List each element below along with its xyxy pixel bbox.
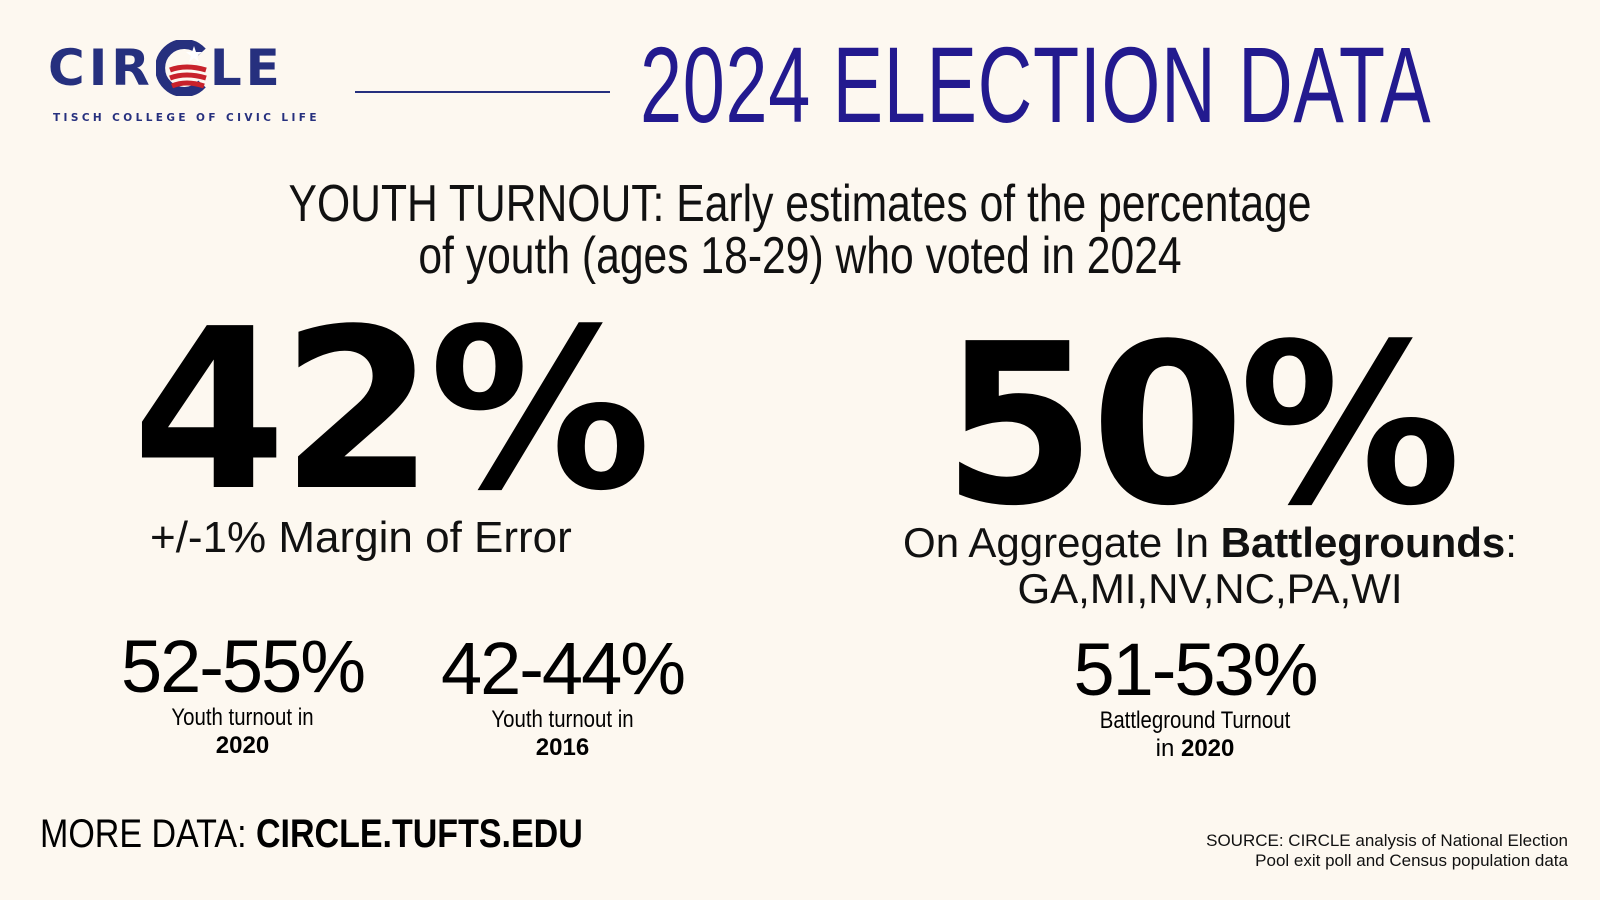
stat-bg-2020-year: 2020	[1180, 735, 1235, 762]
stat-bg-2020-in: in	[1155, 735, 1181, 762]
stat-2020: 52-55% Youth turnout in 2020	[100, 630, 385, 760]
battleground-caption-line: On Aggregate In Battlegrounds:	[860, 520, 1560, 566]
source-note: SOURCE: CIRCLE analysis of National Elec…	[1088, 831, 1568, 871]
more-data-prefix: MORE DATA:	[40, 812, 256, 856]
subtitle-line-1: YOUTH TURNOUT: Early estimates of the pe…	[288, 175, 1312, 233]
national-turnout-value: 42%	[132, 282, 651, 540]
logo-tagline: TISCH COLLEGE OF CIVIC LIFE	[53, 112, 320, 124]
stat-bg-2020-value: 51-53%	[1073, 628, 1318, 711]
battleground-caption: On Aggregate In Battlegrounds: GA,MI,NV,…	[860, 520, 1560, 612]
stat-2020-year: 2020	[215, 732, 270, 759]
battleground-bold: Battlegrounds	[1220, 519, 1506, 566]
source-line-2: Pool exit poll and Census population dat…	[1255, 851, 1568, 870]
subtitle-line-2: of youth (ages 18-29) who voted in 2024	[418, 227, 1182, 285]
battleground-suffix: :	[1505, 519, 1517, 566]
logo-wordmark: CIR LE	[48, 38, 318, 98]
stat-2016-label: Youth turnout in 2016	[420, 706, 705, 762]
logo-text-left: CIR	[48, 39, 154, 97]
stat-2016: 42-44% Youth turnout in 2016	[420, 632, 705, 762]
circle-logo: CIR LE TISCH COLLEGE OF CIVIC LIFE	[48, 38, 318, 138]
battleground-turnout-value: 50%	[942, 297, 1461, 555]
flag-c-icon	[155, 40, 207, 96]
battleground-prefix: On Aggregate In	[903, 519, 1221, 566]
stat-2016-value: 42-44%	[440, 627, 686, 710]
title-divider	[355, 91, 610, 93]
stat-bg-2020-label-text: Battleground Turnout	[1099, 707, 1291, 734]
stat-2020-label-text: Youth turnout in	[171, 704, 314, 731]
stat-2016-year: 2016	[535, 734, 590, 761]
subtitle: YOUTH TURNOUT: Early estimates of the pe…	[150, 178, 1450, 282]
margin-of-error: +/-1% Margin of Error	[150, 513, 572, 562]
stat-bg-2020-year-line: in 2020	[1050, 735, 1340, 763]
stat-2020-value: 52-55%	[120, 625, 366, 708]
source-line-1: SOURCE: CIRCLE analysis of National Elec…	[1206, 831, 1568, 850]
stat-2020-label: Youth turnout in 2020	[100, 704, 385, 760]
page-title: 2024 ELECTION DATA	[640, 24, 1432, 145]
battleground-states: GA,MI,NV,NC,PA,WI	[1017, 565, 1403, 612]
stat-bg-2020-label: Battleground Turnout in 2020	[1050, 707, 1340, 763]
more-data-link[interactable]: MORE DATA: CIRCLE.TUFTS.EDU	[40, 812, 583, 857]
logo-text-right: LE	[209, 39, 284, 97]
stat-battleground-2020: 51-53% Battleground Turnout in 2020	[1050, 633, 1340, 763]
more-data-url[interactable]: CIRCLE.TUFTS.EDU	[255, 812, 583, 856]
stat-2016-label-text: Youth turnout in	[491, 706, 634, 733]
